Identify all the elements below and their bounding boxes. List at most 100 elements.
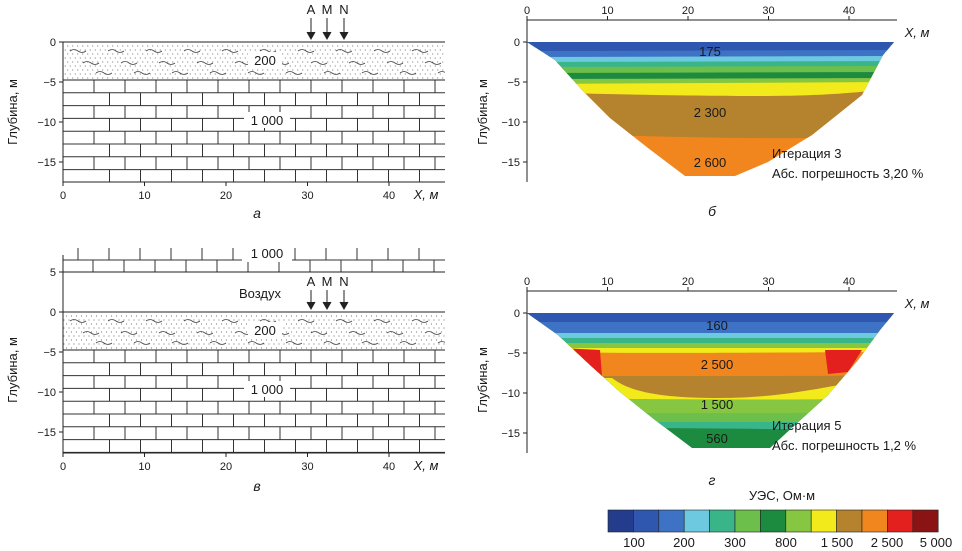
sand-dot <box>282 53 284 55</box>
y-tick-label: −10 <box>37 387 56 399</box>
sand-dot <box>288 343 290 345</box>
sand-dot <box>92 77 94 79</box>
y-tick-label: 0 <box>514 308 520 320</box>
sand-dot <box>299 57 301 59</box>
sand-dot <box>337 61 339 63</box>
sand-dot <box>423 335 425 337</box>
sand-dot <box>140 323 143 325</box>
sand-dot <box>64 49 66 51</box>
sand-dot <box>90 347 93 349</box>
sand-dot <box>332 77 334 79</box>
sand-dot <box>205 339 208 341</box>
sand-dot <box>423 343 425 345</box>
sand-dot <box>207 53 209 55</box>
sand-dot <box>405 331 408 333</box>
sand-dot <box>305 331 308 333</box>
sand-dot <box>370 339 373 341</box>
sand-dot <box>85 323 88 325</box>
sand-dot <box>139 57 141 59</box>
sand-dot <box>403 319 405 321</box>
sand-dot <box>185 323 188 325</box>
sand-dot <box>302 45 304 47</box>
sand-dot <box>190 347 193 349</box>
sand-dot <box>435 315 438 317</box>
sand-dot <box>425 315 428 317</box>
sand-dot <box>70 347 73 349</box>
sand-dot <box>250 347 253 349</box>
sand-dot <box>287 69 289 71</box>
sand-dot <box>140 331 143 333</box>
sand-dot <box>382 61 384 63</box>
sand-dot <box>227 61 229 63</box>
sand-dot <box>335 323 338 325</box>
sand-dot <box>72 45 74 47</box>
sand-dot <box>104 49 106 51</box>
sand-dot <box>358 335 360 337</box>
sand-dot <box>239 49 241 51</box>
sand-dot <box>285 315 288 317</box>
sand-dot <box>164 65 166 67</box>
sand-dot <box>272 69 274 71</box>
sand-dot <box>163 319 165 321</box>
sand-dot <box>304 57 306 59</box>
sand-dot <box>152 53 154 55</box>
sand-dot <box>260 315 263 317</box>
sand-dot <box>303 327 305 329</box>
sand-dot <box>412 45 414 47</box>
sand-dot <box>245 347 248 349</box>
sand-wave <box>183 49 201 53</box>
sand-dot <box>224 57 226 59</box>
sand-dot <box>82 45 84 47</box>
sand-dot <box>189 57 191 59</box>
sand-dot <box>87 77 89 79</box>
colorbar-tick-label: 100 <box>623 535 645 550</box>
sand-dot <box>98 335 100 337</box>
sand-dot <box>210 315 213 317</box>
sand-dot <box>388 343 390 345</box>
sand-dot <box>95 315 98 317</box>
sand-dot <box>142 77 144 79</box>
colorbar-swatch <box>887 509 914 533</box>
sand-dot <box>180 323 183 325</box>
sand-dot <box>92 53 94 55</box>
sand-dot <box>242 69 244 71</box>
sand-dot <box>308 335 310 337</box>
sand-dot <box>63 327 65 329</box>
sand-dot <box>78 327 80 329</box>
sand-wave <box>95 341 113 345</box>
sand-dot <box>237 77 239 79</box>
sand-dot <box>439 65 441 67</box>
label-bg-1000-v <box>244 381 290 397</box>
sand-dot <box>424 65 426 67</box>
sand-dot <box>203 319 205 321</box>
sand-dot <box>312 53 314 55</box>
sand-dot <box>432 45 434 47</box>
sand-dot <box>168 343 170 345</box>
sand-dot <box>69 65 71 67</box>
sand-dot <box>389 65 391 67</box>
sand-dot <box>383 343 385 345</box>
sand-dot <box>200 339 203 341</box>
sand-dot <box>313 319 315 321</box>
sand-dot <box>410 339 413 341</box>
sand-dot <box>404 49 406 51</box>
sand-dot <box>367 45 369 47</box>
sand-dot <box>347 69 349 71</box>
sand-dot <box>397 53 399 55</box>
sand-dot <box>197 77 199 79</box>
sand-dot <box>305 315 308 317</box>
sand-dot <box>232 69 234 71</box>
sand-wave <box>221 319 239 323</box>
sand-dot <box>227 45 229 47</box>
sand-dot <box>297 69 299 71</box>
sand-dot <box>298 327 300 329</box>
sand-dot <box>295 331 298 333</box>
sand-dot <box>173 343 175 345</box>
sand-dot <box>112 53 114 55</box>
sand-dot <box>410 331 413 333</box>
sand-dot <box>372 45 374 47</box>
sand-dot <box>310 347 313 349</box>
sand-dot <box>108 335 110 337</box>
sand-dot <box>217 77 219 79</box>
sand-dot <box>407 53 409 55</box>
